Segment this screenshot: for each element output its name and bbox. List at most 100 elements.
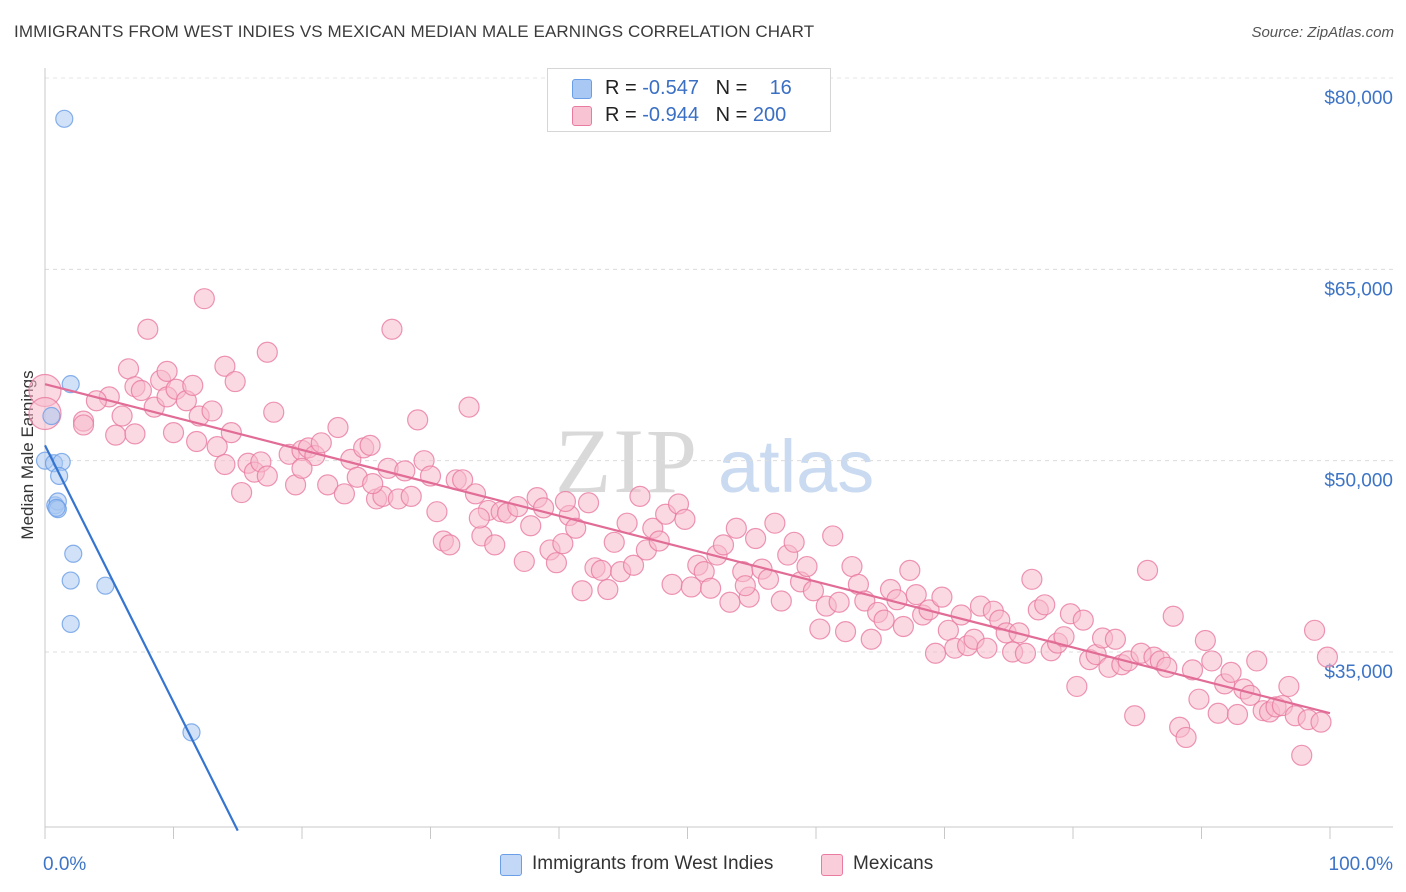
point-mexicans	[841, 555, 863, 578]
legend-swatch-mexicans	[572, 106, 592, 126]
point-mexicans	[577, 492, 600, 514]
point-mexicans	[661, 573, 683, 595]
point-mexicans	[263, 401, 285, 423]
point-mexicans	[924, 642, 947, 664]
point-mexicans	[317, 474, 339, 496]
point-mexicans	[85, 390, 108, 412]
point-mexicans	[822, 525, 844, 547]
stats-legend: R = -0.547 N = 16 R = -0.944 N = 200	[547, 68, 831, 132]
point-mexicans	[362, 473, 384, 495]
point-mexicans	[156, 360, 178, 382]
point-mexicans	[1201, 650, 1223, 672]
point-mexicans	[256, 341, 278, 363]
point-mexicans	[554, 490, 577, 513]
point-mexicans	[426, 501, 448, 523]
y-tick-label: $35,000	[1324, 662, 1393, 683]
point-mexicans	[809, 618, 831, 640]
point-mexicans	[1034, 594, 1056, 616]
point-mexicans	[590, 559, 613, 581]
point-mexicans	[899, 559, 921, 581]
point-mexicans	[571, 580, 593, 602]
point-mexicans	[1220, 661, 1242, 684]
y-tick-label: $50,000	[1324, 471, 1393, 492]
point-mexicans	[452, 469, 474, 491]
point-mexicans	[468, 507, 490, 529]
point-mexicans	[532, 497, 555, 519]
point-mexicans	[873, 609, 895, 631]
point-mexicans	[1278, 675, 1300, 698]
bottom-swatch-mexicans	[821, 854, 843, 876]
point-mexicans	[224, 370, 246, 393]
point-mexicans	[834, 620, 857, 643]
point-mexicans	[513, 550, 535, 573]
point-west-indies	[47, 498, 66, 517]
bottom-legend-label: Immigrants from West Indies	[532, 853, 774, 874]
point-mexicans	[1316, 646, 1339, 668]
point-mexicans	[381, 318, 403, 340]
point-mexicans	[256, 465, 278, 487]
point-mexicans	[206, 436, 228, 458]
point-mexicans	[783, 531, 805, 553]
point-mexicans	[552, 532, 574, 555]
point-mexicans	[1246, 650, 1268, 672]
point-west-indies	[61, 571, 80, 590]
point-mexicans	[117, 358, 140, 380]
legend-n-value: 200	[752, 104, 787, 126]
point-mexicans	[520, 515, 542, 537]
point-mexicans	[214, 355, 236, 377]
y-tick-label: $80,000	[1324, 88, 1393, 109]
point-mexicans	[327, 416, 349, 439]
point-mexicans	[905, 583, 927, 606]
point-mexicans	[507, 495, 529, 518]
point-mexicans	[892, 615, 914, 638]
point-mexicans	[1291, 744, 1313, 766]
point-mexicans	[186, 430, 208, 453]
point-mexicans	[597, 578, 619, 601]
point-mexicans	[1053, 626, 1075, 648]
point-mexicans	[712, 534, 735, 556]
point-mexicans	[674, 508, 696, 530]
point-west-indies	[61, 375, 80, 394]
point-mexicans	[130, 379, 152, 402]
point-mexicans	[310, 432, 332, 454]
y-tick-label: $65,000	[1324, 279, 1393, 300]
point-mexicans	[1104, 628, 1127, 650]
point-mexicans	[565, 517, 587, 539]
bottom-swatch-west-indies	[500, 854, 522, 876]
point-mexicans	[201, 400, 223, 422]
point-mexicans	[629, 485, 651, 507]
point-mexicans	[400, 485, 422, 507]
point-mexicans	[1175, 726, 1197, 749]
x-tick-label: 100.0%	[1329, 854, 1394, 875]
point-mexicans	[734, 575, 756, 597]
x-tick-label: 0.0%	[43, 854, 86, 875]
point-mexicans	[1181, 659, 1204, 681]
point-mexicans	[193, 288, 215, 310]
legend-r-label: R =	[605, 104, 643, 126]
point-west-indies	[42, 406, 61, 426]
point-mexicans	[1194, 629, 1216, 652]
point-mexicans	[291, 457, 313, 479]
point-mexicans	[484, 534, 506, 556]
legend-swatch-west-indies	[572, 79, 592, 99]
point-mexicans	[1021, 568, 1043, 590]
point-west-indies	[61, 614, 80, 634]
point-mexicans	[359, 434, 381, 456]
point-west-indies	[64, 544, 83, 563]
trendline-mexicans	[44, 383, 1331, 715]
point-mexicans	[407, 409, 429, 431]
source-label: Source: ZipAtlas.com	[1251, 24, 1394, 41]
series-mexicans	[28, 288, 1339, 766]
point-mexicans	[333, 483, 356, 505]
point-mexicans	[545, 552, 568, 574]
legend-r-value: -0.547	[642, 77, 699, 99]
watermark-atlas: atlas	[718, 425, 874, 508]
point-mexicans	[214, 453, 236, 476]
point-mexicans	[1310, 711, 1332, 733]
point-mexicans	[764, 512, 786, 534]
point-mexicans	[1207, 702, 1229, 724]
point-mexicans	[1066, 675, 1088, 698]
point-mexicans	[700, 577, 722, 599]
point-mexicans	[231, 481, 253, 504]
point-west-indies	[55, 109, 74, 128]
